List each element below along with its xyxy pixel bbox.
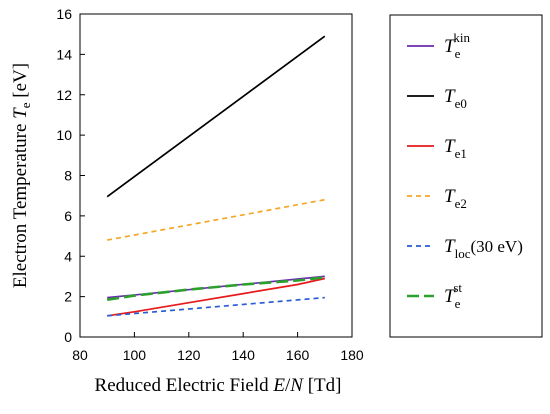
series-line-3 (107, 198, 325, 241)
legend-label-4: Tloc(30 eV) (444, 236, 523, 261)
y-axis-title: Electron Temperature Te [eV] (10, 63, 33, 288)
legend-label-0: Tekin (444, 30, 470, 61)
y-tick-label: 0 (64, 329, 72, 345)
plot-area (79, 13, 353, 338)
legend-label-1: Te0 (444, 86, 467, 111)
legend-box (389, 14, 543, 338)
x-tick-label: 80 (72, 347, 88, 363)
series-line-5 (107, 276, 325, 301)
y-tick-label: 10 (56, 127, 72, 143)
y-tick-label: 16 (56, 6, 72, 22)
legend-label-3: Te2 (444, 186, 467, 211)
axis-labels: Reduced Electric Field E/N [Td] Electron … (10, 63, 341, 396)
y-tick-label: 14 (56, 46, 72, 62)
y-tick-label: 12 (56, 87, 72, 103)
legend: Tekin Te0 Te1 Te2 Tloc(30 eV) Test (389, 14, 543, 338)
plot-frame (79, 13, 353, 338)
y-tick-label: 4 (64, 248, 72, 264)
y-tick-label: 2 (64, 289, 72, 305)
series-line-2 (107, 277, 325, 317)
x-tick-label: 120 (177, 347, 201, 363)
series-line-4 (107, 296, 325, 317)
legend-label-5: Test (444, 280, 462, 311)
series-layer (106, 35, 326, 317)
legend-label-2: Te1 (444, 136, 467, 161)
series-line-1 (106, 35, 326, 198)
x-tick-label: 100 (123, 347, 147, 363)
x-tick-label: 180 (340, 347, 364, 363)
x-tick-label: 140 (232, 347, 256, 363)
x-tick-label: 160 (286, 347, 310, 363)
y-tick-label: 8 (64, 168, 72, 184)
y-tick-label: 6 (64, 208, 72, 224)
axes: 0 2 4 6 8 10 12 14 16 80 100 120 140 160 180 (56, 6, 363, 363)
x-axis-title: Reduced Electric Field E/N [Td] (95, 375, 342, 396)
